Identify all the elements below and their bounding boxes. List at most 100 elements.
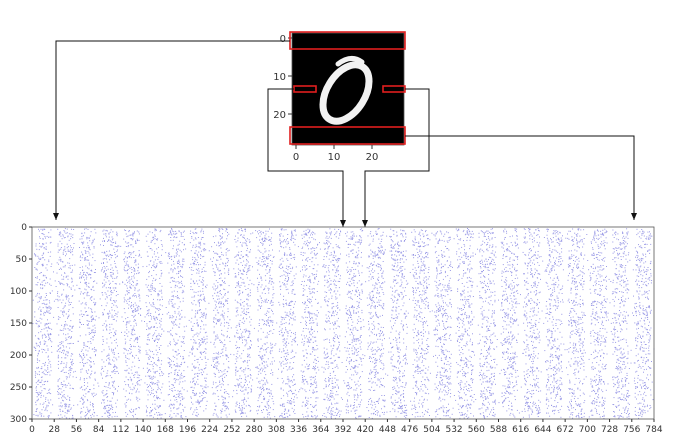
scatter-point: [47, 368, 49, 370]
scatter-point: [37, 414, 39, 416]
scatter-point: [286, 265, 288, 267]
scatter-point: [38, 379, 40, 381]
scatter-point: [174, 256, 176, 258]
scatter-point: [225, 299, 227, 301]
scatter-point: [83, 365, 85, 367]
scatter-point: [269, 302, 271, 304]
scatter-point: [269, 351, 271, 353]
scatter-point: [154, 407, 156, 409]
scatter-point: [269, 308, 271, 309]
scatter-point: [169, 366, 170, 367]
scatter-point: [270, 319, 272, 321]
scatter-point: [125, 324, 127, 326]
scatter-point: [80, 303, 82, 305]
scatter-point: [109, 231, 111, 233]
scatter-point: [34, 316, 36, 318]
scatter-point: [35, 387, 37, 389]
scatter-point: [72, 359, 74, 361]
scatter-point: [107, 268, 109, 270]
scatter-point: [178, 271, 180, 273]
scatter-point: [110, 297, 112, 299]
scatter-point: [260, 251, 262, 253]
scatter-point: [80, 398, 82, 399]
scatter-point: [38, 260, 40, 262]
scatter-point: [146, 411, 148, 412]
scatter-point: [247, 261, 249, 263]
scatter-point: [50, 412, 52, 414]
scatter-point: [92, 253, 94, 255]
scatter-point: [314, 355, 316, 356]
scatter-point: [66, 232, 68, 234]
scatter-point: [292, 289, 294, 291]
scatter-point: [88, 417, 89, 419]
scatter-point: [60, 414, 62, 416]
scatter-point: [269, 330, 270, 332]
scatter-point: [293, 313, 295, 315]
scatter-point: [282, 334, 284, 336]
scatter-point: [239, 377, 241, 379]
scatter-point: [202, 352, 204, 353]
scatter-point: [102, 312, 104, 314]
scatter-point: [294, 301, 296, 303]
scatter-point: [130, 351, 132, 353]
scatter-point: [313, 330, 315, 332]
scatter-point: [257, 290, 259, 292]
scatter-point: [192, 390, 194, 392]
scatter-point: [203, 336, 205, 338]
scatter-point: [68, 314, 70, 316]
scatter-point: [308, 336, 310, 338]
scatter-point: [214, 373, 216, 375]
scatter-point: [310, 397, 312, 399]
scatter-point: [152, 238, 154, 240]
scatter-point: [305, 259, 307, 260]
scatter-point: [134, 260, 136, 262]
scatter-point: [108, 317, 110, 319]
scatter-point: [246, 263, 248, 265]
scatter-point: [284, 353, 286, 355]
scatter-point: [236, 401, 238, 403]
scatter-point: [280, 321, 282, 323]
scatter-point: [302, 330, 304, 332]
scatter-point: [214, 376, 216, 378]
scatter-point: [85, 349, 87, 351]
scatter-point: [148, 327, 150, 329]
scatter-point: [176, 285, 178, 287]
scatter-point: [246, 294, 248, 296]
scatter-point: [198, 272, 200, 274]
scatter-point: [174, 399, 176, 401]
scatter-point: [50, 333, 52, 335]
scatter-point: [243, 371, 245, 373]
scatter-point: [201, 315, 203, 317]
scatter-point: [293, 374, 295, 376]
scatter-point: [144, 382, 146, 384]
scatter-point: [93, 301, 95, 303]
scatter-point: [261, 319, 263, 321]
scatter-point: [128, 307, 129, 309]
scatter-point: [126, 257, 128, 258]
scatter-point: [147, 284, 149, 286]
scatter-point: [287, 358, 289, 360]
scatter-point: [245, 380, 247, 382]
scatter-point: [304, 309, 306, 310]
scatter-point: [38, 296, 40, 298]
scatter-point: [193, 411, 195, 413]
scatter-point: [197, 246, 199, 248]
scatter-point: [79, 353, 80, 355]
scatter-point: [257, 400, 259, 402]
scatter-point: [288, 304, 290, 306]
scatter-point: [159, 319, 161, 321]
scatter-point: [270, 407, 271, 409]
scatter-point: [95, 303, 96, 305]
scatter-point: [39, 242, 40, 244]
scatter-point: [239, 402, 240, 404]
handwritten-digit-zero: [319, 56, 373, 125]
scatter-point: [48, 415, 50, 416]
scatter-point: [312, 268, 314, 270]
scatter-point: [88, 347, 90, 349]
scatter-point: [191, 348, 193, 349]
scatter-point: [74, 264, 76, 266]
scatter-point: [108, 415, 110, 416]
scatter-point: [115, 295, 117, 297]
scatter-point: [91, 370, 93, 372]
scatter-point: [168, 303, 170, 305]
